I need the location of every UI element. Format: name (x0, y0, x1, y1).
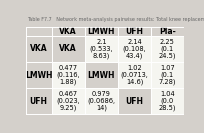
Text: 1.07
(0.1
7.28): 1.07 (0.1 7.28) (159, 65, 176, 85)
Bar (118, 62, 151, 88)
Bar (52, 27, 85, 36)
Text: 2.25
(0.1
24.5): 2.25 (0.1 24.5) (159, 39, 176, 59)
Bar (26, 27, 52, 36)
Text: VKA: VKA (30, 44, 47, 53)
Bar (52, 36, 85, 62)
Text: VKA: VKA (59, 44, 77, 53)
Bar (26, 62, 52, 88)
Bar (26, 36, 52, 62)
Text: LMWH: LMWH (88, 27, 115, 36)
Bar (151, 88, 184, 114)
Text: LMWH: LMWH (88, 71, 115, 80)
Text: 0.467
(0.023,
9.25): 0.467 (0.023, 9.25) (56, 91, 80, 111)
Bar (151, 27, 184, 36)
Bar (26, 88, 52, 114)
Bar (151, 62, 184, 88)
Text: VKA: VKA (59, 27, 77, 36)
Bar (85, 88, 118, 114)
Bar (118, 36, 151, 62)
Text: 0.477
(0.116,
1.88): 0.477 (0.116, 1.88) (57, 65, 80, 85)
Bar (52, 62, 85, 88)
Text: UFH: UFH (126, 27, 144, 36)
Text: 1.04
(0.0
28.5): 1.04 (0.0 28.5) (159, 91, 176, 111)
Text: Table F7.7   Network meta-analysis pairwise results: Total knee replacement, int: Table F7.7 Network meta-analysis pairwis… (27, 17, 204, 22)
Text: UFH: UFH (30, 97, 48, 106)
Text: Pla-: Pla- (159, 27, 176, 36)
Text: 2.1
(0.533,
8.63): 2.1 (0.533, 8.63) (90, 39, 113, 59)
Text: LMWH: LMWH (25, 71, 52, 80)
Text: 2.14
(0.108,
43.4): 2.14 (0.108, 43.4) (123, 39, 146, 59)
Bar (151, 36, 184, 62)
Bar (85, 62, 118, 88)
Bar (52, 88, 85, 114)
Bar (85, 27, 118, 36)
Bar (118, 88, 151, 114)
Text: UFH: UFH (126, 97, 144, 106)
Text: 1.02
(0.0713,
14.6): 1.02 (0.0713, 14.6) (121, 65, 149, 85)
Bar (85, 36, 118, 62)
Bar (118, 27, 151, 36)
Text: 0.979
(0.0686,
14): 0.979 (0.0686, 14) (87, 91, 115, 111)
